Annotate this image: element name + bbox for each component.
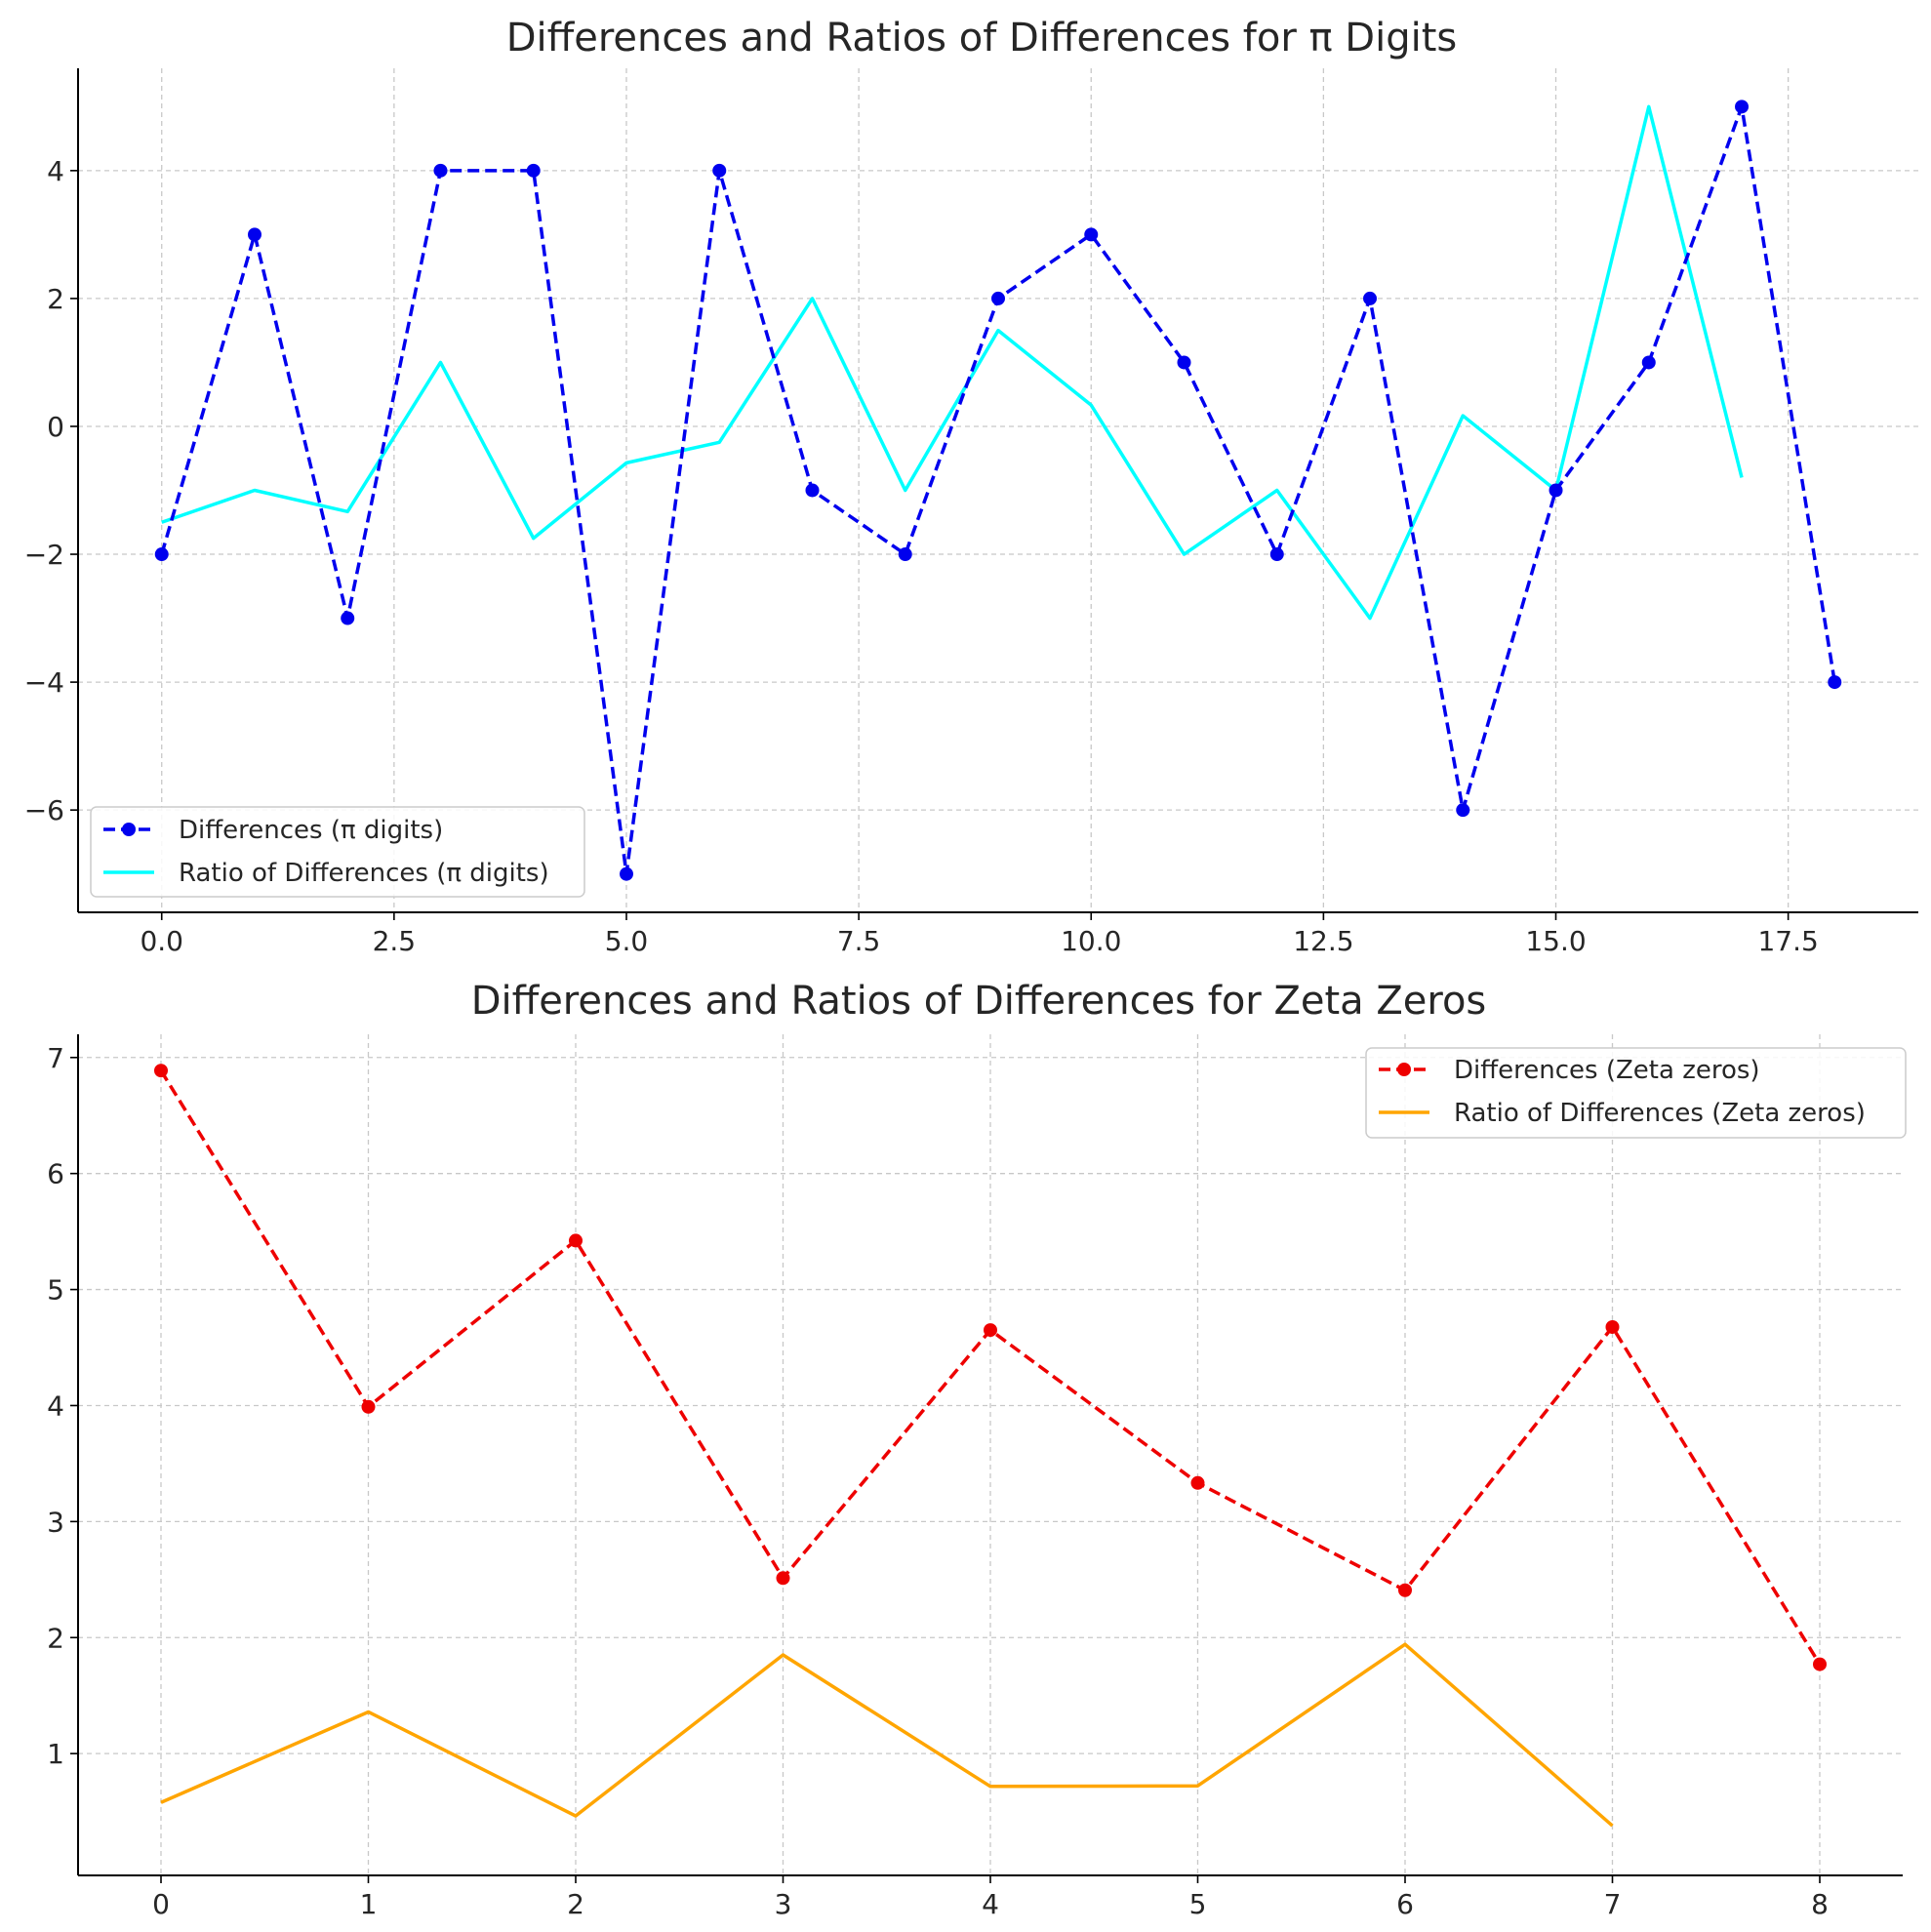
- y-tick-label: 3: [47, 1506, 64, 1538]
- x-tick-label: 4: [982, 1888, 999, 1920]
- data-point-0-14: [1456, 803, 1470, 818]
- y-tick-label: 5: [47, 1274, 64, 1307]
- y-tick-label: −4: [24, 666, 64, 699]
- data-point-0-8: [1813, 1657, 1827, 1671]
- x-tick-label: 0: [152, 1888, 170, 1920]
- data-point-0-1: [247, 227, 261, 242]
- y-tick-label: 6: [47, 1158, 64, 1190]
- y-tick-label: −2: [24, 539, 64, 571]
- data-point-0-0: [154, 547, 169, 562]
- data-point-0-2: [569, 1233, 583, 1248]
- x-tick-label: 5.0: [605, 925, 649, 957]
- data-point-0-3: [776, 1571, 790, 1586]
- data-point-0-1: [361, 1399, 376, 1414]
- data-point-0-6: [712, 163, 727, 178]
- x-tick-label: 7.5: [837, 925, 881, 957]
- data-point-0-7: [1605, 1319, 1620, 1334]
- x-tick-label: 12.5: [1293, 925, 1353, 957]
- data-point-0-12: [1269, 547, 1284, 562]
- data-point-0-5: [1190, 1475, 1205, 1490]
- pi-chart-x-ticks: 0.0 2.5 5.0 7.5 10.0 12.5 15.0 17.5: [140, 912, 1819, 957]
- data-point-0-3: [433, 163, 448, 178]
- x-tick-label: 2: [567, 1888, 584, 1920]
- data-point-0-18: [1828, 675, 1842, 690]
- data-point-0-13: [1363, 291, 1378, 305]
- data-point-0-10: [1084, 227, 1099, 242]
- zeta-chart-x-ticks: 0 1 2 3 4 5 6 7 8: [152, 1875, 1829, 1920]
- x-tick-label: 8: [1811, 1888, 1829, 1920]
- data-point-0-16: [1641, 355, 1656, 370]
- pi-chart-y-ticks: −6 −4 −2 0 2 4: [24, 155, 78, 826]
- data-point-0-6: [1398, 1583, 1412, 1597]
- pi-chart-grid: [78, 68, 1918, 912]
- data-point-0-5: [619, 866, 633, 881]
- legend-marker-differences-pi: [122, 823, 136, 836]
- x-tick-label: 5: [1189, 1888, 1207, 1920]
- legend-label-differences-pi: Differences (π digits): [179, 816, 443, 845]
- x-tick-label: 10.0: [1061, 925, 1121, 957]
- zeta-chart-legend: Differences (Zeta zeros) Ratio of Differ…: [1365, 1047, 1907, 1139]
- y-tick-label: 0: [47, 411, 64, 443]
- legend-marker-differences-zeta: [1397, 1063, 1411, 1076]
- y-tick-label: 4: [47, 155, 64, 187]
- zeta-chart-title: Differences and Ratios of Differences fo…: [471, 979, 1487, 1024]
- data-point-0-7: [805, 483, 820, 498]
- pi-chart-title: Differences and Ratios of Differences fo…: [506, 16, 1457, 60]
- zeta-chart-series: [154, 1064, 1827, 1828]
- legend-label-ratio-zeta: Ratio of Differences (Zeta zeros): [1454, 1099, 1866, 1128]
- x-tick-label: 1: [360, 1888, 378, 1920]
- legend-frame: [1365, 1047, 1907, 1139]
- data-point-0-11: [1177, 355, 1191, 370]
- data-point-0-4: [984, 1323, 997, 1338]
- y-tick-label: 4: [47, 1389, 64, 1422]
- y-tick-label: 1: [47, 1738, 64, 1770]
- x-tick-label: 15.0: [1525, 925, 1586, 957]
- x-tick-label: 2.5: [373, 925, 417, 957]
- legend-label-ratio-pi: Ratio of Differences (π digits): [179, 859, 549, 888]
- data-point-0-17: [1735, 100, 1750, 114]
- y-tick-label: −6: [24, 794, 64, 826]
- data-point-0-9: [991, 291, 1005, 305]
- y-tick-label: 7: [47, 1042, 64, 1074]
- x-tick-label: 17.5: [1757, 925, 1818, 957]
- legend-label-differences-zeta: Differences (Zeta zeros): [1454, 1056, 1760, 1085]
- data-point-0-15: [1549, 483, 1563, 498]
- zeta-zeros-chart: Differences and Ratios of Differences fo…: [47, 979, 1907, 1920]
- data-point-0-0: [154, 1064, 168, 1078]
- x-tick-label: 0.0: [140, 925, 183, 957]
- series-line-1: [161, 104, 1744, 621]
- series-line-1: [160, 1642, 1614, 1828]
- zeta-chart-y-ticks: 1 2 3 4 5 6 7: [47, 1042, 78, 1770]
- y-tick-label: 2: [47, 1622, 64, 1654]
- y-tick-label: 2: [47, 283, 64, 315]
- x-tick-label: 6: [1396, 1888, 1414, 1920]
- x-tick-label: 7: [1604, 1888, 1622, 1920]
- data-point-0-8: [898, 547, 912, 562]
- pi-chart-axes: [77, 68, 1918, 913]
- data-point-0-4: [526, 163, 541, 178]
- pi-chart-legend: Differences (π digits) Ratio of Differen…: [90, 806, 585, 898]
- pi-chart-series: [154, 100, 1842, 881]
- legend-frame: [90, 806, 585, 898]
- data-point-0-2: [341, 611, 355, 625]
- x-tick-label: 3: [775, 1888, 792, 1920]
- pi-digits-chart: Differences and Ratios of Differences fo…: [24, 16, 1918, 957]
